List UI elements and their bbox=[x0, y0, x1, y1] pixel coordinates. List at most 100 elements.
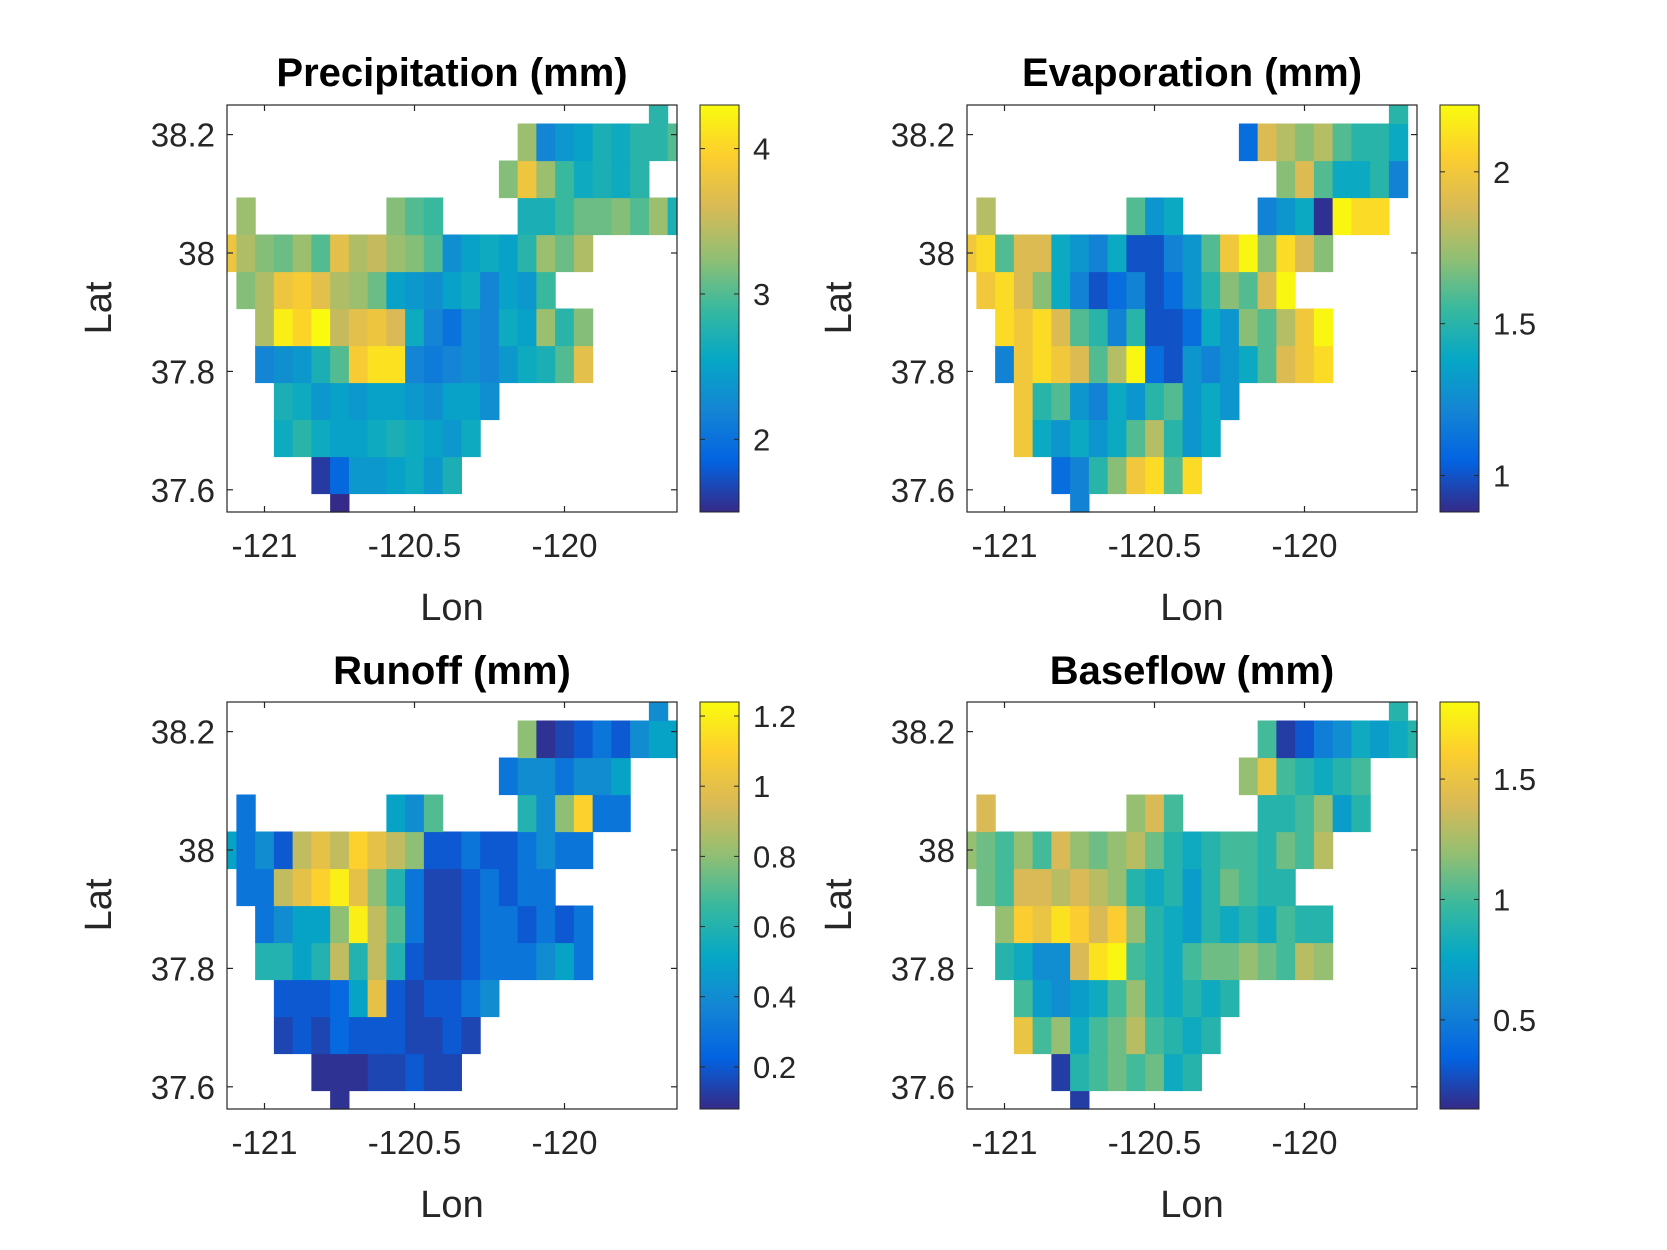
heatmap-cell bbox=[330, 271, 350, 310]
heatmap-cell bbox=[1295, 794, 1315, 833]
heatmap-cell bbox=[573, 831, 594, 870]
heatmap-cell bbox=[1313, 831, 1334, 870]
colorbar-tick-label: 2 bbox=[1493, 155, 1510, 190]
heatmap-cell bbox=[386, 382, 406, 421]
heatmap-cell bbox=[1013, 1016, 1034, 1055]
heatmap-cell bbox=[1051, 905, 1071, 944]
heatmap-cell bbox=[461, 419, 481, 458]
heatmap-cell bbox=[1257, 197, 1277, 236]
colorbar-ticks: 0.5 1 1.5 bbox=[1440, 762, 1536, 1038]
heatmap-cell bbox=[1051, 1053, 1071, 1092]
heatmap-cell bbox=[480, 942, 500, 981]
heatmap-cell bbox=[1070, 979, 1090, 1018]
heatmap-cell bbox=[555, 308, 575, 347]
heatmap-cell bbox=[1107, 905, 1127, 944]
heatmap-cell bbox=[1070, 419, 1090, 458]
heatmap-cell bbox=[1070, 1090, 1090, 1110]
heatmap-cell bbox=[423, 271, 444, 310]
heatmap-cell bbox=[1107, 831, 1127, 870]
heatmap-cell bbox=[555, 905, 575, 944]
heatmap-cell bbox=[255, 234, 275, 273]
heatmap-cell bbox=[1182, 831, 1202, 870]
heatmap-cell bbox=[461, 831, 481, 870]
heatmap-cell bbox=[348, 345, 369, 384]
heatmap-cell bbox=[517, 271, 537, 310]
heatmap-cell bbox=[1238, 234, 1259, 273]
heatmap-cell bbox=[1088, 271, 1109, 310]
heatmap-cell bbox=[292, 419, 312, 458]
heatmap-cell bbox=[1013, 942, 1034, 981]
heatmap-cell bbox=[273, 868, 294, 907]
heatmap-cell bbox=[1276, 160, 1296, 199]
heatmap-cell bbox=[405, 234, 425, 273]
heatmap-cell bbox=[536, 160, 556, 199]
heatmap-cell bbox=[555, 942, 575, 981]
heatmap-cell bbox=[592, 720, 612, 759]
panel-evaporation: Evaporation (mm) -121 -120.5 -120 37.6 37.8… bbox=[818, 51, 1536, 629]
heatmap-cell bbox=[1351, 757, 1371, 796]
heatmap-cell bbox=[667, 720, 678, 759]
heatmap-cell bbox=[1145, 271, 1165, 310]
heatmap-cell bbox=[517, 794, 537, 833]
heatmap-cell bbox=[1163, 1016, 1184, 1055]
y-tick-label: 38 bbox=[178, 235, 215, 272]
x-tick-label: -120 bbox=[1271, 527, 1337, 564]
heatmap-cell bbox=[1370, 123, 1390, 162]
heatmap-cell bbox=[1276, 308, 1296, 347]
heatmap-cell bbox=[386, 794, 406, 833]
heatmap-cell bbox=[1051, 382, 1071, 421]
heatmap-cell bbox=[311, 308, 331, 347]
y-tick-label: 37.8 bbox=[891, 950, 955, 987]
heatmap-cell bbox=[1163, 234, 1184, 273]
heatmap-cell bbox=[573, 345, 594, 384]
heatmap-cell bbox=[1088, 382, 1109, 421]
heatmap-cell bbox=[1163, 419, 1184, 458]
colorbar-tick-label: 4 bbox=[753, 132, 770, 167]
heatmap-cell bbox=[1088, 905, 1109, 944]
y-tick-label: 38 bbox=[918, 235, 955, 272]
heatmap-cell bbox=[423, 979, 444, 1018]
x-axis-label: Lon bbox=[420, 587, 483, 629]
heatmap-cell bbox=[292, 831, 312, 870]
heatmap-cell bbox=[1070, 942, 1090, 981]
heatmap-cell bbox=[367, 271, 387, 310]
panel-title: Runoff (mm) bbox=[333, 649, 571, 693]
heatmap-cell bbox=[442, 831, 462, 870]
heatmap-cell bbox=[480, 271, 500, 310]
heatmap-cell bbox=[976, 271, 996, 310]
heatmap-cell bbox=[386, 868, 406, 907]
heatmap-cell bbox=[423, 308, 444, 347]
heatmap-cell bbox=[536, 345, 556, 384]
heatmap-cell bbox=[995, 868, 1015, 907]
heatmap-cell bbox=[348, 979, 369, 1018]
heatmap-cell bbox=[1182, 1016, 1202, 1055]
heatmap-cell bbox=[1032, 345, 1052, 384]
y-axis-ticks: 37.6 37.8 38 38.2 bbox=[151, 117, 677, 509]
heatmap-cell bbox=[976, 831, 996, 870]
heatmap-cell bbox=[330, 905, 350, 944]
heatmap-cell bbox=[311, 382, 331, 421]
heatmap-cell bbox=[1257, 794, 1277, 833]
heatmap-cell bbox=[442, 1053, 462, 1092]
heatmap-cell bbox=[405, 197, 425, 236]
heatmap-cell bbox=[330, 1053, 350, 1092]
heatmap-cell bbox=[1163, 868, 1184, 907]
heatmap-cell bbox=[367, 456, 387, 495]
heatmap-cell bbox=[1201, 979, 1221, 1018]
heatmap-cell bbox=[1182, 905, 1202, 944]
heatmap-cell bbox=[480, 868, 500, 907]
heatmap-cell bbox=[1051, 942, 1071, 981]
x-tick-label: -120.5 bbox=[368, 1124, 462, 1161]
heatmap-cell bbox=[255, 905, 275, 944]
heatmap-cell bbox=[1088, 831, 1109, 870]
heatmap-cell bbox=[1145, 234, 1165, 273]
heatmap-cell bbox=[255, 271, 275, 310]
heatmap-cell bbox=[1013, 419, 1034, 458]
heatmap-cell bbox=[311, 905, 331, 944]
heatmap-cell bbox=[1013, 979, 1034, 1018]
heatmap-cell bbox=[348, 308, 369, 347]
heatmap-cell bbox=[273, 1016, 294, 1055]
heatmap-cell bbox=[1332, 757, 1352, 796]
x-axis-ticks: -121 -120.5 -120 bbox=[971, 702, 1338, 1161]
heatmap-cell bbox=[367, 979, 387, 1018]
